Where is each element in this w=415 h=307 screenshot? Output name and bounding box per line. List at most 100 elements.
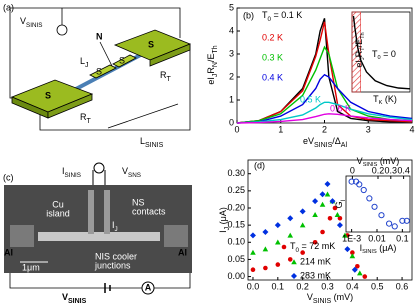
al-lead — [10, 225, 34, 247]
label-part: SINIS — [362, 249, 377, 255]
data-point — [329, 198, 336, 205]
label-part: I — [340, 199, 347, 201]
y-tick-label: 0.00 — [227, 271, 245, 281]
label-part: eI — [354, 60, 364, 68]
legend-label: T0 = 72 mK — [290, 241, 335, 253]
y-axis-label: IJ (μA) — [218, 207, 230, 233]
label-part: V — [307, 292, 313, 302]
data-point — [312, 198, 319, 205]
label-part: eV — [303, 136, 314, 146]
x-tick-label: 0.4 — [346, 281, 359, 291]
y-tick-label: 0.10 — [227, 237, 245, 247]
diagram-label: (a) — [3, 2, 14, 12]
x-axis-label: VSINIS (mV) — [307, 292, 353, 304]
x2-tick-label: 0.3 — [385, 165, 398, 175]
data-point — [350, 250, 355, 255]
label-part: Al — [341, 142, 348, 149]
image-label: Cu — [52, 199, 64, 209]
label-part: J — [115, 226, 118, 233]
image-label: 1μm — [22, 262, 40, 272]
data-point — [371, 203, 378, 210]
diagram-label: LSINIS — [140, 136, 164, 148]
diagram-label: S — [119, 55, 125, 65]
curve-label: 0.2 K — [262, 32, 283, 42]
s-pad-side — [149, 43, 191, 67]
data-point — [362, 274, 368, 279]
label-part: SINIS — [363, 162, 378, 168]
data-point — [348, 178, 355, 185]
data-point — [385, 220, 393, 227]
data-point — [344, 246, 351, 253]
label-part: K — [379, 100, 383, 106]
label-part: J — [85, 62, 89, 69]
diagram-label: RT — [160, 70, 172, 82]
y-axis-label: GI — [334, 199, 346, 208]
panel-label: (d) — [254, 160, 265, 170]
x2-tick-label: 0.4 — [397, 165, 410, 175]
label-part: (μA) — [218, 207, 228, 227]
data-point — [287, 215, 294, 222]
label-part: R — [80, 112, 87, 122]
data-point — [263, 265, 268, 271]
x2-axis-label: VSINIS (mV) — [357, 156, 400, 168]
data-point — [262, 229, 269, 235]
label-part: I — [62, 166, 65, 176]
label-part: SINIS — [65, 172, 81, 179]
label-part: T — [290, 241, 296, 251]
image-label: contacts — [132, 206, 166, 216]
current-source — [93, 162, 105, 174]
x-tick-label: 0.01 — [368, 233, 386, 243]
image-label: NIS cooler — [95, 251, 137, 261]
label-part: /E — [354, 39, 364, 48]
label-part: T — [167, 76, 172, 83]
diagram-label: S — [45, 90, 51, 100]
label-part: I — [218, 230, 228, 233]
data-point — [250, 249, 256, 255]
diagram-label: S — [96, 66, 102, 76]
data-point — [403, 217, 410, 224]
label-part: L — [80, 56, 85, 66]
label-part: SINIS — [68, 298, 87, 305]
label-part: R — [160, 70, 167, 80]
x2-tick-label: 0 — [350, 165, 355, 175]
label-part: SINIS — [314, 142, 333, 149]
label-part: (K) — [382, 94, 397, 104]
image-label: VSINIS — [62, 292, 87, 304]
x-tick-label: 4 — [409, 124, 414, 134]
data-point — [300, 250, 305, 255]
data-point — [299, 222, 306, 228]
label-part: V — [20, 16, 26, 26]
legend-label: 283 mK — [300, 270, 331, 280]
data-point — [312, 239, 318, 245]
panel-a-diagram — [9, 7, 192, 131]
line-series — [236, 113, 413, 124]
y-tick-label: 1 — [229, 94, 234, 104]
label-part: I — [112, 220, 115, 230]
data-point — [299, 208, 306, 215]
x-tick-label: 0.2 — [296, 281, 309, 291]
label-part: V — [122, 166, 128, 176]
image-label: junctions — [94, 260, 131, 270]
diagram-label: RT — [80, 112, 92, 124]
data-point — [319, 201, 326, 207]
label-part: Th — [360, 32, 366, 39]
label-part: I — [360, 243, 363, 253]
contact — [104, 190, 110, 234]
line-series — [236, 101, 413, 124]
data-point — [336, 222, 343, 229]
y-tick-label: 0 — [229, 117, 234, 127]
label-part: T — [262, 10, 268, 20]
label-part: = 0.1 K — [271, 10, 302, 20]
x-tick-label: 0.6 — [396, 281, 409, 291]
data-point — [334, 212, 341, 218]
label-part: SINIS — [26, 22, 42, 29]
label-part: J — [212, 74, 219, 78]
line-series — [352, 15, 411, 90]
data-point — [320, 229, 325, 235]
label-part: 0 — [296, 247, 300, 254]
voltmeter — [56, 24, 68, 36]
x-tick-label: 0.1 — [272, 281, 285, 291]
data-point — [332, 205, 338, 211]
y-tick-label: 4 — [229, 25, 234, 35]
pointer — [99, 41, 113, 67]
